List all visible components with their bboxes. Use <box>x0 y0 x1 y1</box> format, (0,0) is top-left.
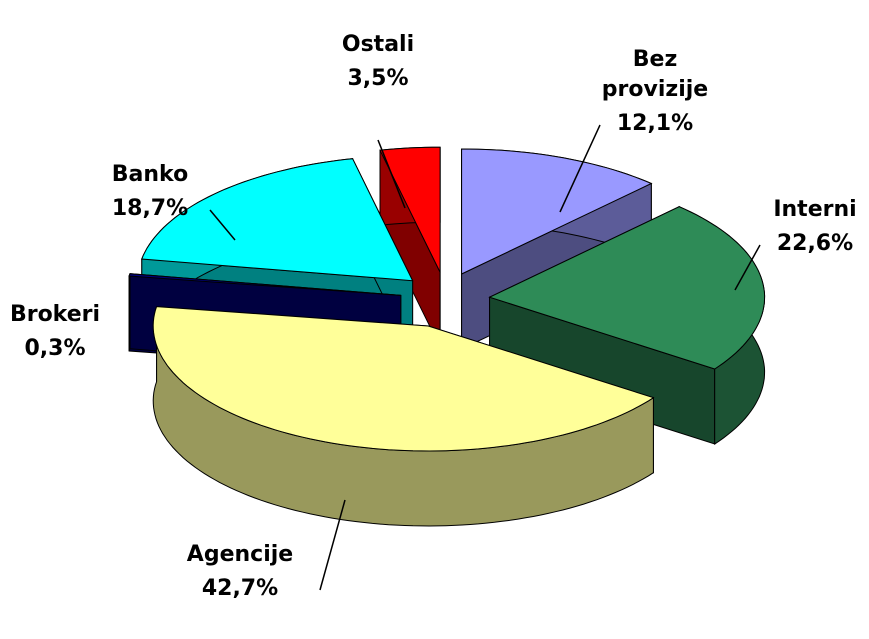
slice-label: Agencije <box>186 542 294 567</box>
slice-label: Brokeri <box>9 302 101 327</box>
slice-value-label: 22,6% <box>776 231 854 256</box>
slice-top <box>141 158 414 282</box>
slice-label: Bez provizije <box>601 47 709 102</box>
leader-line <box>319 499 346 591</box>
slice-top <box>379 146 441 273</box>
slice-label: Banko <box>111 162 189 187</box>
leader-line <box>734 244 761 291</box>
slice-top <box>461 148 653 275</box>
slice <box>152 306 655 527</box>
slice-top <box>488 206 766 370</box>
slice-label: Ostali <box>341 32 415 57</box>
leader-line <box>559 124 601 213</box>
slice <box>488 205 766 445</box>
slice <box>379 146 441 348</box>
slice-top <box>152 306 655 452</box>
slice-value-label: 3,5% <box>347 66 409 91</box>
slice-top <box>128 273 401 296</box>
slice-value-label: 0,3% <box>24 336 86 361</box>
leader-line <box>377 139 406 209</box>
slice-value-label: 42,7% <box>201 576 279 601</box>
leader-line <box>209 209 236 241</box>
slice-wall <box>128 273 131 352</box>
slice-value-label: 18,7% <box>111 196 189 221</box>
slice-value-label: 12,1% <box>616 111 694 136</box>
slice-label: Interni <box>773 197 857 222</box>
